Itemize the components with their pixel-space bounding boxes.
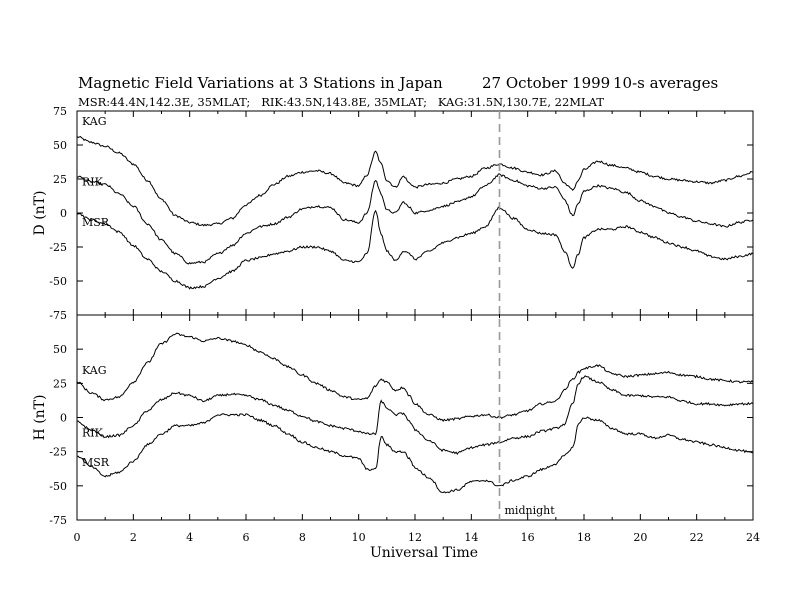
x-tick-label: 22 [690, 531, 704, 544]
x-tick-label: 8 [299, 531, 306, 544]
station-label-kag: KAG [82, 115, 107, 128]
station-label-kag: KAG [82, 364, 107, 377]
y-tick-label: -50 [49, 275, 67, 288]
x-tick-label: 18 [577, 531, 591, 544]
chart-averaging: 10-s averages [613, 74, 718, 92]
station-label-rik: RIK [82, 175, 104, 188]
y-tick-label: -25 [49, 446, 67, 459]
y-tick-label: 0 [60, 412, 67, 425]
x-tick-label: 0 [74, 531, 81, 544]
series-line-msr [76, 206, 754, 290]
y-axis-label: H (nT) [32, 395, 48, 441]
x-tick-label: 2 [130, 531, 137, 544]
series-line-kag [76, 332, 754, 422]
x-tick-label: 12 [408, 531, 422, 544]
series-line-msr [76, 413, 754, 494]
x-tick-label: 14 [464, 531, 478, 544]
y-tick-label: 25 [53, 377, 67, 390]
y-tick-label: 50 [53, 139, 67, 152]
x-tick-label: 20 [633, 531, 647, 544]
midnight-label: midnight [505, 504, 556, 517]
panel-frame [76, 110, 754, 316]
y-tick-label: 25 [53, 173, 67, 186]
chart-title: Magnetic Field Variations at 3 Stations … [78, 74, 443, 92]
y-tick-label: -25 [49, 241, 67, 254]
y-tick-label: -75 [49, 514, 67, 527]
chart-date: 27 October 1999 [482, 74, 610, 92]
series-line-rik [76, 375, 754, 456]
series-line-rik [76, 173, 754, 265]
station-label-msr: MSR [82, 456, 110, 469]
x-tick-label: 10 [352, 531, 366, 544]
x-tick-label: 16 [521, 531, 535, 544]
y-tick-label: 50 [53, 343, 67, 356]
plot-area: 75 50 25 0 -25 -50 -75 D (nT) KAG RIK MSR 50 25 0 -25 -… [32, 105, 760, 544]
station-label-rik: RIK [82, 427, 104, 440]
y-tick-label: -75 [49, 309, 67, 322]
chart-subtitle: MSR:44.4N,142.3E, 35MLAT; RIK:43.5N,143.… [78, 95, 604, 109]
panel-frame [76, 314, 754, 521]
y-tick-label: 0 [60, 207, 67, 220]
station-label-msr: MSR [82, 216, 110, 229]
x-tick-label: 6 [243, 531, 250, 544]
x-axis-label: Universal Time [370, 545, 478, 561]
x-tick-label: 24 [746, 531, 760, 544]
y-tick-label: 75 [53, 105, 67, 118]
series-line-kag [76, 136, 754, 227]
y-tick-label: -50 [49, 480, 67, 493]
x-tick-label: 4 [186, 531, 193, 544]
y-axis-label: D (nT) [32, 191, 48, 236]
